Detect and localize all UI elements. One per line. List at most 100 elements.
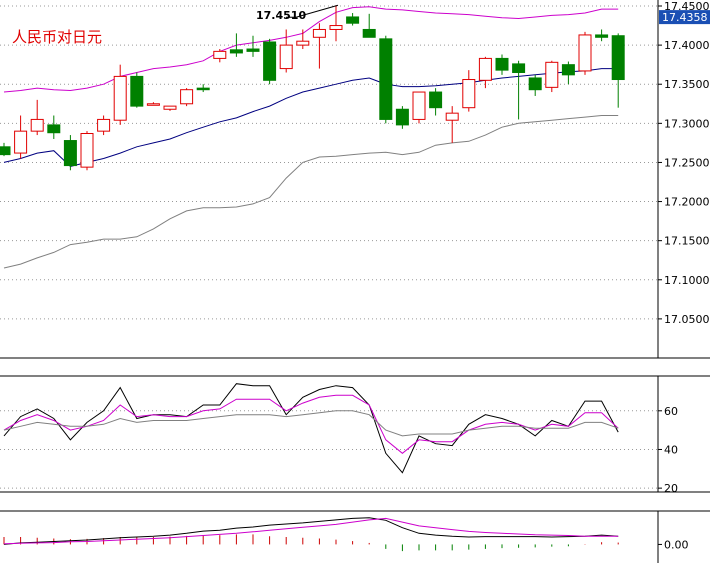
main-price-panel: 17.4500 17.4000 17.3500 17.3000 17.2500 17.20… [0, 0, 710, 359]
candle [213, 49, 227, 63]
candle [595, 29, 609, 42]
chart-title: 人民币对日元 [12, 28, 102, 46]
candle-body [246, 48, 260, 52]
annotation-label: 17.4510 [256, 9, 306, 22]
candle-body [611, 35, 625, 81]
candle-body [395, 108, 409, 126]
candle [14, 115, 28, 159]
y-tick-label: 17.3000 [664, 117, 710, 130]
candle-body [80, 133, 94, 168]
candle-body [263, 41, 277, 81]
lower-band-line [3, 115, 619, 269]
candle-body [130, 75, 144, 107]
osc-series-line [3, 410, 619, 437]
candle-body [578, 34, 592, 72]
candle [279, 29, 293, 73]
y-tick-label: 60 [664, 405, 678, 418]
candle-body [478, 57, 492, 81]
candle [478, 56, 492, 89]
candle [312, 23, 326, 69]
current-price-tag [659, 10, 710, 25]
candle [0, 142, 11, 157]
candle [180, 88, 194, 107]
y-tick-label: 17.2000 [664, 196, 710, 209]
candle-body [362, 28, 376, 38]
candle [611, 33, 625, 108]
macd-panel: 0.00 [0, 510, 710, 563]
y-tick-label: 17.1500 [664, 235, 710, 248]
candle [113, 64, 127, 125]
candle [196, 84, 210, 93]
candle-body [312, 28, 326, 38]
candle-body [196, 87, 210, 91]
y-tick-label: 17.3500 [664, 78, 710, 91]
candle [561, 61, 575, 85]
candle-body [462, 79, 476, 109]
candle-body [163, 105, 177, 110]
candle [97, 115, 111, 136]
candle-body [47, 124, 61, 134]
candle [578, 31, 592, 75]
y-tick-label: 17.4500 [664, 0, 710, 13]
candle [545, 60, 559, 93]
candle-body [346, 16, 360, 24]
candle-body [545, 61, 559, 88]
candle-body [495, 57, 509, 71]
candle [379, 35, 393, 124]
y-tick-label: 17.1000 [664, 274, 710, 287]
candle [528, 74, 542, 96]
candle-body [113, 75, 127, 121]
candle-body [279, 44, 293, 70]
candle [412, 91, 426, 124]
candle [346, 13, 360, 26]
osc-series-line [3, 394, 619, 454]
candle [63, 135, 77, 171]
candle [445, 106, 459, 143]
candle-body [213, 50, 227, 59]
candle [146, 102, 160, 106]
candle-body [14, 130, 28, 154]
candle [229, 33, 243, 57]
candle [30, 99, 44, 136]
candle [429, 88, 443, 116]
oscillator-panel: 60 40 20 [0, 375, 710, 495]
candle [296, 29, 310, 50]
candle-body [30, 118, 44, 132]
candle [47, 115, 61, 139]
ma-line [3, 68, 619, 167]
candle [130, 72, 144, 108]
y-tick-label: 17.2500 [664, 156, 710, 169]
upper-band-line [3, 6, 619, 93]
candle-body [0, 146, 11, 156]
candle-body [63, 140, 77, 167]
candle [512, 60, 526, 120]
candle [462, 70, 476, 112]
candle-body [512, 63, 526, 73]
candle-body [429, 91, 443, 109]
candle-body [595, 34, 609, 38]
candle-body [180, 89, 194, 105]
macd-dea-line [3, 517, 619, 545]
y-tick-label: 17.4000 [664, 39, 710, 52]
candle [495, 54, 509, 75]
y-tick-label: 20 [664, 482, 678, 495]
candle [329, 5, 343, 42]
candle [80, 131, 94, 171]
candle-body [296, 40, 310, 46]
y-tick-label: 17.0500 [664, 313, 710, 326]
candle-body [445, 112, 459, 121]
osc-series-line [3, 383, 619, 474]
candle-body [329, 25, 343, 30]
candle [163, 105, 177, 111]
y-tick-label: 40 [664, 443, 678, 456]
candle-body [528, 77, 542, 91]
candle-body [229, 49, 243, 54]
candle-body [561, 64, 575, 76]
candle [263, 38, 277, 85]
candle-body [146, 103, 160, 106]
candle [395, 106, 409, 129]
y-tick-label: 0.00 [664, 538, 689, 551]
candle-body [97, 118, 111, 132]
current-price-label: 17.4358 [662, 11, 708, 24]
